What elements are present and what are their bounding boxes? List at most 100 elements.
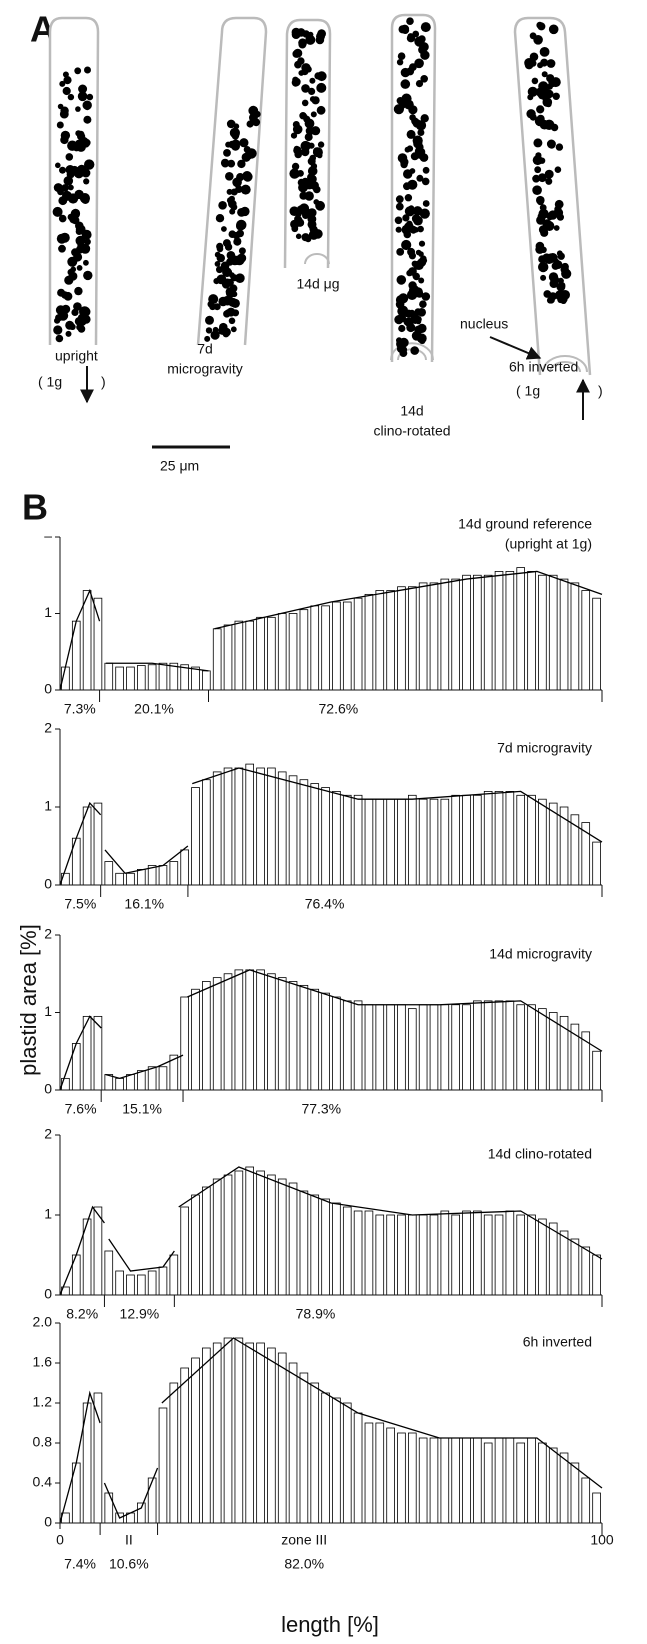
bar (386, 1427, 395, 1524)
plastid (204, 335, 211, 342)
plastid (396, 59, 404, 66)
bar (516, 794, 525, 886)
bar (169, 861, 179, 886)
plastid (230, 326, 237, 333)
plastid (415, 290, 424, 298)
bar (440, 578, 450, 691)
plastid (60, 106, 69, 115)
bar (494, 791, 504, 886)
bar (505, 571, 515, 691)
plastid (416, 333, 427, 344)
plastid (415, 249, 422, 256)
plastid (406, 220, 413, 228)
plastid (421, 257, 428, 264)
plastid (396, 248, 405, 256)
plastid (84, 238, 91, 246)
plastid (62, 71, 69, 78)
plastid (67, 140, 78, 151)
plastid (535, 244, 545, 254)
plastid (222, 330, 230, 338)
plastid (532, 185, 542, 195)
bar (310, 988, 320, 1091)
plastid (406, 129, 416, 139)
bar (202, 981, 211, 1091)
plastid (216, 253, 225, 263)
plastid (418, 277, 425, 284)
plastid (537, 198, 544, 206)
bar (407, 1008, 417, 1091)
bar (321, 787, 330, 886)
bar (277, 771, 287, 886)
bar (136, 665, 146, 691)
bar (527, 1437, 536, 1524)
plastid (71, 208, 81, 218)
bar (256, 767, 265, 886)
zone-label: 16.1% (124, 896, 164, 912)
bar (115, 1077, 124, 1091)
plastid (394, 315, 404, 325)
bar (483, 791, 493, 886)
bar (418, 798, 428, 886)
plastid (55, 162, 61, 169)
plastid (420, 75, 429, 83)
bar (527, 794, 536, 886)
plastid (232, 257, 239, 264)
bar (191, 1357, 200, 1524)
cell-label: upright (55, 348, 98, 364)
bar (451, 1214, 460, 1296)
cell-label: 14d (400, 403, 423, 419)
plastid (79, 306, 90, 317)
bar (191, 1194, 200, 1296)
plastid (227, 159, 236, 168)
plastid (419, 208, 430, 219)
bar (245, 1342, 255, 1524)
x-tick-label: 100 (590, 1532, 614, 1548)
bar (158, 1266, 168, 1296)
bar (202, 779, 211, 886)
bar (548, 802, 558, 886)
plastid (294, 60, 302, 69)
bar (277, 1178, 287, 1296)
plastid (205, 315, 214, 325)
bar (288, 613, 298, 691)
bar (483, 1214, 493, 1296)
bar (375, 1214, 385, 1296)
bar (538, 1218, 547, 1296)
plastid (539, 204, 547, 212)
bar (559, 1452, 569, 1524)
plastid (252, 118, 261, 127)
bar (267, 973, 276, 1091)
plastid (58, 196, 68, 206)
plastid (406, 145, 414, 152)
plastid (554, 199, 564, 209)
chart-title: 14d microgravity (489, 946, 592, 962)
plastid (396, 275, 407, 285)
plastid (220, 261, 230, 271)
bar (158, 1407, 168, 1524)
plastid (232, 177, 242, 188)
plastid (420, 50, 430, 60)
plastid (534, 166, 542, 174)
plastid (409, 309, 415, 316)
bar (288, 1182, 298, 1296)
bar (548, 1222, 558, 1296)
chart-title: 14d clino-rotated (488, 1146, 592, 1162)
plastid (406, 17, 414, 26)
zone-label: 77.3% (301, 1101, 341, 1117)
plastid (414, 58, 424, 69)
plastid (412, 30, 420, 38)
bar (136, 869, 146, 886)
bar (288, 981, 298, 1091)
plastid (78, 136, 89, 148)
bar (483, 1000, 493, 1091)
bar (288, 775, 298, 886)
plastid (60, 130, 71, 141)
chart-subtitle: (upright at 1g) (505, 536, 592, 552)
plastid (216, 245, 224, 253)
bar (342, 794, 352, 886)
plastid (230, 298, 240, 308)
bar (245, 763, 255, 886)
plastid (537, 173, 547, 183)
plastid (540, 274, 547, 281)
plastid (66, 170, 75, 179)
